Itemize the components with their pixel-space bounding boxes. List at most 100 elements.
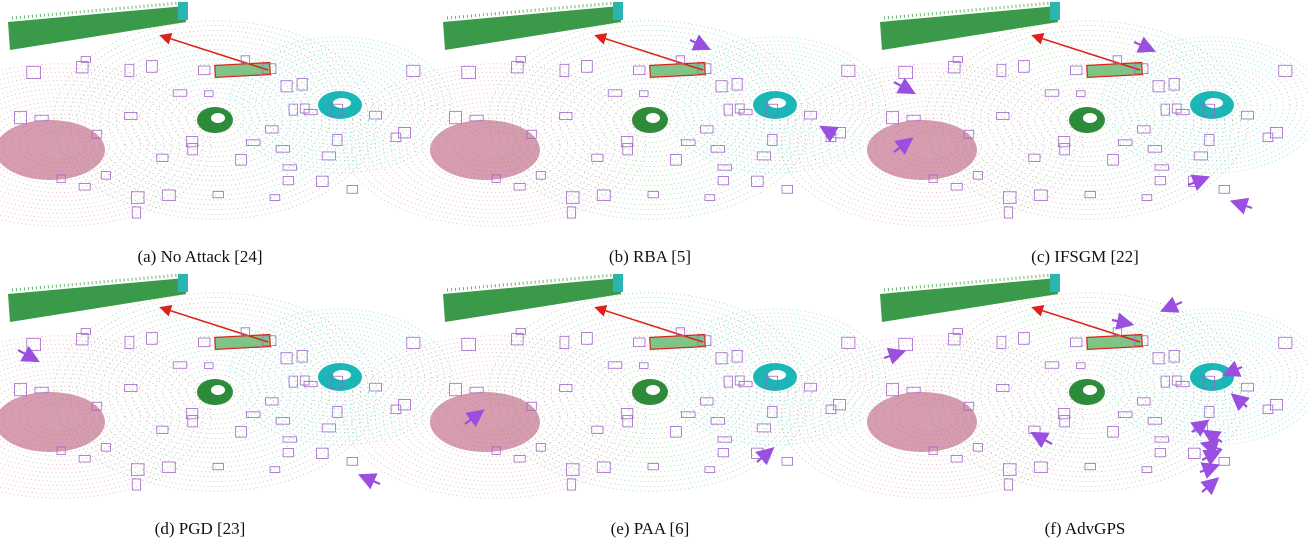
purple-arrow <box>1164 302 1182 310</box>
vehicle-box <box>842 337 855 348</box>
vehicle-box <box>276 146 289 153</box>
vehicle-box <box>1219 457 1230 465</box>
cyan-hole <box>333 98 351 108</box>
vehicle-box <box>1045 90 1059 96</box>
vehicle-box <box>899 66 913 78</box>
vehicle-box <box>1018 61 1029 73</box>
vehicle-box <box>213 463 223 469</box>
vehicle-box <box>1176 381 1189 386</box>
vehicle-box <box>671 154 682 165</box>
vehicle-box <box>188 415 198 426</box>
vehicle-box <box>782 457 793 465</box>
vehicle-box <box>1004 207 1012 218</box>
red-box <box>1087 63 1143 78</box>
vehicle-box <box>711 418 724 425</box>
vehicle-box <box>566 464 579 476</box>
purple-arrow <box>1202 480 1216 492</box>
vehicle-box <box>391 133 401 142</box>
purple-arrow <box>1202 452 1218 460</box>
vehicle-box <box>1003 192 1016 204</box>
vehicle-box <box>511 334 523 345</box>
vehicle-box <box>198 66 210 75</box>
vehicle-box <box>131 192 144 204</box>
vehicle-box <box>391 405 401 414</box>
vehicle-box <box>739 109 752 114</box>
vehicle-box <box>899 338 913 350</box>
vehicle-box <box>1279 337 1292 348</box>
vehicle-box <box>948 62 960 73</box>
vehicle-box <box>826 405 836 414</box>
red-box <box>215 335 271 350</box>
vehicle-box <box>997 336 1006 348</box>
figure: (a) No Attack [24](b) RBA [5](c) IFSGM [… <box>0 0 1308 543</box>
vehicle-box <box>567 207 575 218</box>
vehicle-box <box>782 185 793 193</box>
vehicle-box <box>718 449 728 457</box>
vehicle-box <box>76 62 88 73</box>
vehicle-box <box>951 184 962 190</box>
vehicle-box <box>462 338 476 350</box>
vehicle-box <box>1070 66 1082 75</box>
cyan-hole <box>1205 98 1223 108</box>
wall-end <box>178 274 188 292</box>
vehicle-box <box>1085 463 1095 469</box>
wall <box>8 278 186 322</box>
vehicle-box <box>718 177 728 185</box>
vehicle-box <box>1155 177 1165 185</box>
vehicle-box <box>973 444 982 452</box>
vehicle-box <box>173 90 187 96</box>
vehicle-box <box>732 78 742 90</box>
purple-arrow <box>1200 466 1216 472</box>
red-box <box>650 63 706 78</box>
green-hole <box>211 385 225 395</box>
vehicle-box <box>132 479 140 490</box>
vehicle-box <box>514 184 525 190</box>
purple-arrow <box>362 476 380 484</box>
purple-arrow <box>1134 42 1152 50</box>
wall-end <box>178 2 188 20</box>
purple-arrow <box>1234 202 1252 208</box>
vehicle-box <box>370 111 382 119</box>
vehicle-box <box>132 207 140 218</box>
cyan-hole <box>1205 370 1223 380</box>
wall <box>8 6 186 50</box>
green-hole <box>1083 385 1097 395</box>
purple-arrow <box>18 350 36 360</box>
vehicle-box <box>1018 333 1029 345</box>
vehicle-box <box>276 418 289 425</box>
wall-end <box>613 2 623 20</box>
vehicle-box <box>146 61 157 73</box>
vehicle-box <box>125 64 134 76</box>
vehicle-box <box>648 463 658 469</box>
vehicle-box <box>173 362 187 368</box>
vehicle-box <box>1045 362 1059 368</box>
cyan-hole <box>333 370 351 380</box>
vehicle-box <box>567 479 575 490</box>
vehicle-box <box>581 333 592 345</box>
vehicle-box <box>566 192 579 204</box>
vehicle-box <box>1029 154 1040 161</box>
purple-arrow <box>894 82 912 92</box>
vehicle-box <box>79 456 90 462</box>
vehicle-box <box>592 154 603 161</box>
panel <box>781 274 1308 498</box>
vehicle-box <box>1279 65 1292 76</box>
vehicle-box <box>157 154 168 161</box>
vehicle-box <box>1108 154 1119 165</box>
vehicle-box <box>671 426 682 437</box>
vehicle-box <box>27 66 41 78</box>
vehicle-box <box>1155 449 1165 457</box>
vehicle-box <box>842 65 855 76</box>
wall-end <box>613 274 623 292</box>
panel <box>344 2 885 226</box>
vehicle-box <box>1108 426 1119 437</box>
vehicle-box <box>560 336 569 348</box>
vehicle-box <box>131 464 144 476</box>
green-hole <box>211 113 225 123</box>
caption: (e) PAA [6] <box>611 519 690 538</box>
vehicle-box <box>304 381 317 386</box>
purple-arrow <box>1188 178 1206 185</box>
cyan-hole <box>768 370 786 380</box>
wall <box>880 278 1058 322</box>
caption: (a) No Attack [24] <box>137 247 262 266</box>
